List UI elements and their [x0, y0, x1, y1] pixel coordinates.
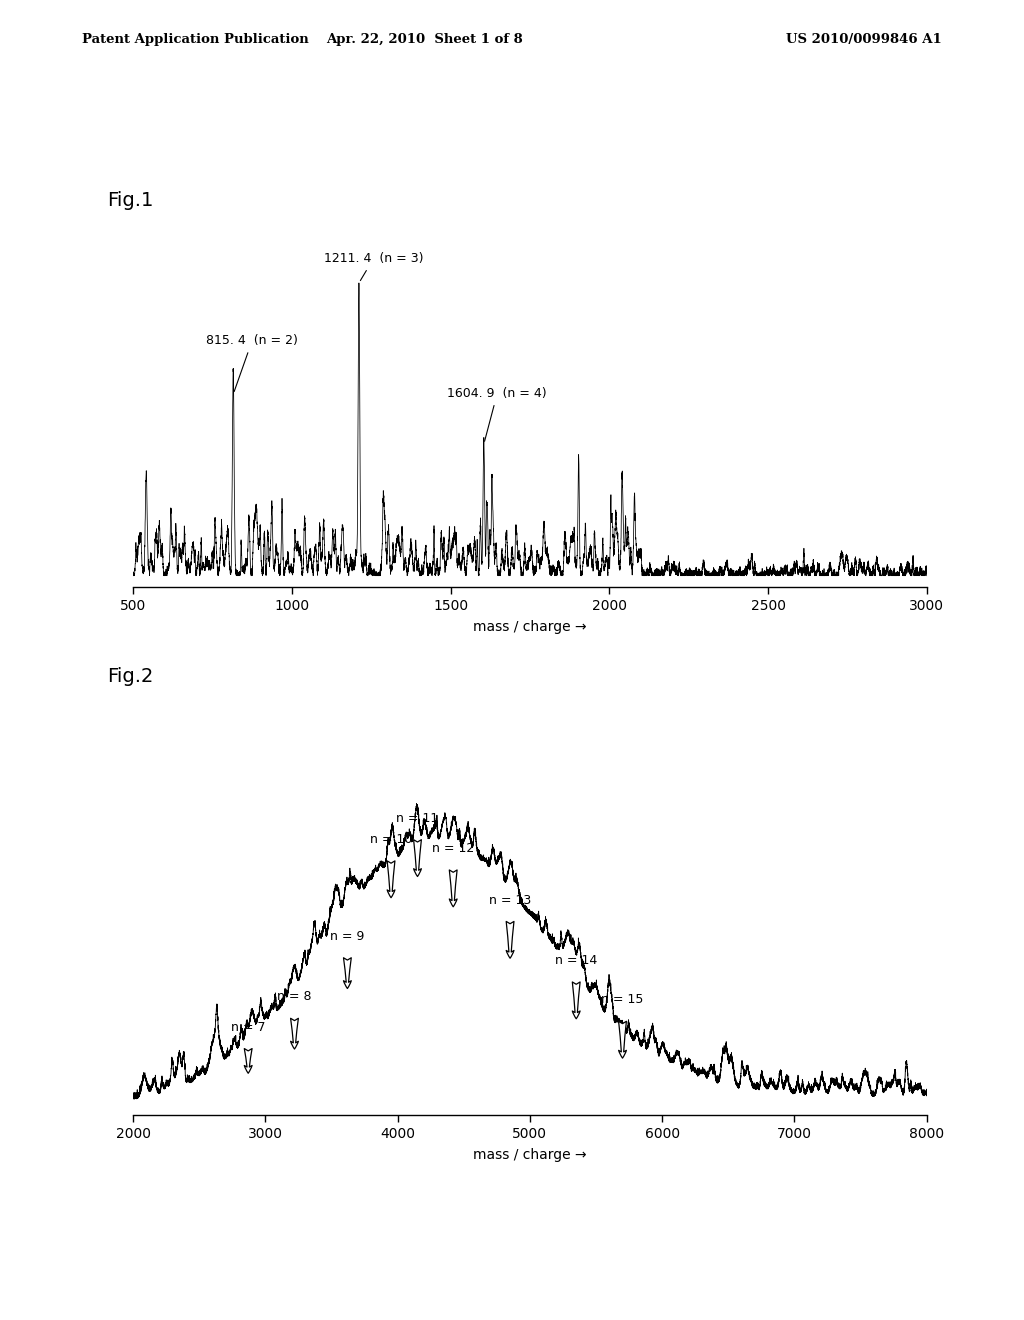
Text: n = 7: n = 7	[231, 1020, 265, 1034]
Text: Fig.1: Fig.1	[108, 191, 154, 210]
X-axis label: mass / charge →: mass / charge →	[473, 1148, 587, 1162]
Text: n = 10: n = 10	[370, 833, 413, 846]
Text: n = 13: n = 13	[488, 894, 531, 907]
Text: n = 12: n = 12	[432, 842, 474, 855]
Text: 1604. 9  (n = 4): 1604. 9 (n = 4)	[447, 387, 547, 441]
Text: n = 9: n = 9	[330, 929, 365, 942]
Text: Patent Application Publication: Patent Application Publication	[82, 33, 308, 46]
Text: 1211. 4  (n = 3): 1211. 4 (n = 3)	[324, 252, 423, 281]
Text: n = 15: n = 15	[601, 994, 644, 1006]
Text: n = 11: n = 11	[396, 812, 438, 825]
Text: Fig.2: Fig.2	[108, 667, 154, 685]
Text: Apr. 22, 2010  Sheet 1 of 8: Apr. 22, 2010 Sheet 1 of 8	[327, 33, 523, 46]
Text: 815. 4  (n = 2): 815. 4 (n = 2)	[206, 334, 298, 392]
Text: US 2010/0099846 A1: US 2010/0099846 A1	[786, 33, 942, 46]
Text: n = 14: n = 14	[555, 954, 597, 968]
X-axis label: mass / charge →: mass / charge →	[473, 620, 587, 634]
Text: n = 8: n = 8	[278, 990, 311, 1003]
